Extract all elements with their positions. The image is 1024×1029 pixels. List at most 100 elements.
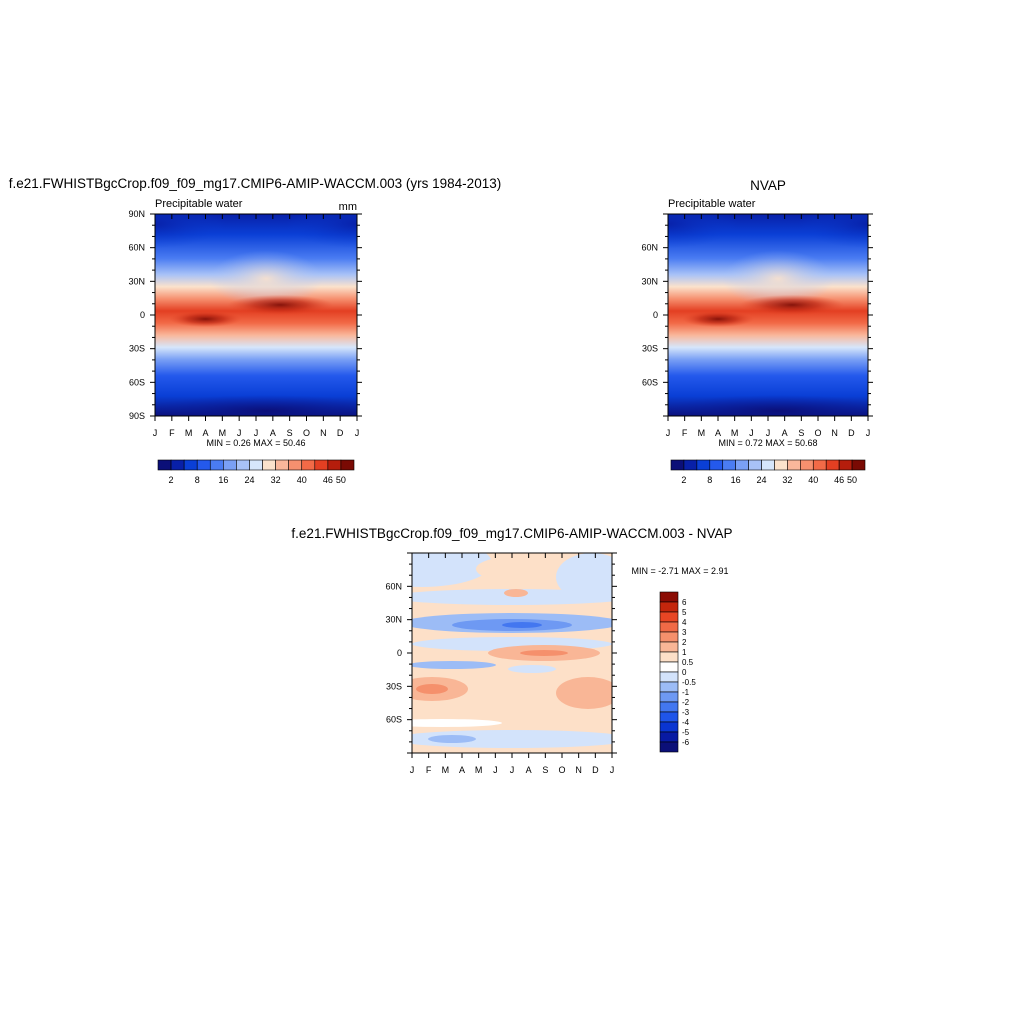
x-tick-label: J <box>410 765 415 775</box>
colorbar-2-swatch <box>761 459 775 471</box>
colorbar-1-swatch <box>236 459 250 471</box>
colorbar-3-swatch <box>659 601 679 613</box>
colorbar-2-label: 40 <box>808 475 818 485</box>
colorbar-1-label: 8 <box>195 475 200 485</box>
y-tick-label: 30S <box>129 344 145 354</box>
colorbar-3-label: 5 <box>682 608 687 617</box>
colorbar-1-label: 40 <box>297 475 307 485</box>
x-tick-label: M <box>475 765 483 775</box>
colorbar-3-label: -4 <box>682 718 690 727</box>
diff-contour-region-2 <box>556 553 612 601</box>
colorbar-3-label: -2 <box>682 698 690 707</box>
colorbar-2-label: 2 <box>681 475 686 485</box>
x-tick-label: F <box>426 765 432 775</box>
x-tick-label: D <box>848 428 855 438</box>
colorbar-2-swatch <box>735 459 749 471</box>
x-tick-label: M <box>698 428 706 438</box>
pw-field-2 <box>668 214 868 416</box>
diff-contour-region-8 <box>502 622 542 628</box>
x-tick-label: A <box>270 428 276 438</box>
x-tick-label: D <box>337 428 344 438</box>
x-tick-label: J <box>237 428 242 438</box>
pw-south-polar-cap <box>155 394 357 416</box>
x-tick-label: J <box>355 428 360 438</box>
colorbar-2-label: 50 <box>847 475 857 485</box>
panel-2-title: NVAP <box>750 178 786 193</box>
colorbar-3-swatch <box>659 591 679 603</box>
diff-contour-region-14 <box>416 684 448 694</box>
y-tick-label: 30S <box>642 344 658 354</box>
panel-1-title: f.e21.FWHISTBgcCrop.f09_f09_mg17.CMIP6-A… <box>9 176 501 191</box>
colorbar-3-swatch <box>659 701 679 713</box>
colorbar-1-swatch <box>288 459 303 471</box>
colorbar-3-label: -5 <box>682 728 690 737</box>
colorbar-1-swatch <box>170 459 185 471</box>
y-tick-label: 30N <box>385 615 402 625</box>
colorbar-2-swatch <box>800 459 814 471</box>
pw-south-polar-cap <box>668 394 868 416</box>
pw-field-1 <box>155 214 357 416</box>
pw-north-cap-right <box>798 214 868 249</box>
x-tick-label: N <box>831 428 838 438</box>
x-tick-label: S <box>287 428 293 438</box>
colorbar-2-swatch <box>787 459 801 471</box>
colorbar-3-swatch <box>659 681 679 693</box>
x-tick-label: F <box>682 428 688 438</box>
diff-contour-region-17 <box>412 719 502 727</box>
pw-north-cap-left <box>668 214 738 249</box>
y-tick-label: 60S <box>642 377 658 387</box>
pw-north-cap-left <box>155 214 226 249</box>
colorbar-1-swatch <box>301 459 316 471</box>
y-tick-label: 30N <box>641 276 658 286</box>
colorbar-1-swatch <box>275 459 289 471</box>
diff-contour-region-4 <box>476 557 548 581</box>
colorbar-3-swatch <box>659 711 679 723</box>
x-tick-label: S <box>542 765 548 775</box>
colorbar-3-swatch <box>659 641 679 653</box>
x-tick-label: O <box>814 428 821 438</box>
colorbar-3-label: 6 <box>682 598 687 607</box>
colorbar-2-label: 32 <box>782 475 792 485</box>
colorbar-1-label: 24 <box>244 475 254 485</box>
colorbar-3-swatch <box>659 691 679 703</box>
x-tick-label: N <box>575 765 582 775</box>
diff-contour-region-5 <box>504 589 528 597</box>
diff-contour-region-1 <box>412 553 492 587</box>
x-tick-label: M <box>442 765 450 775</box>
panel-1-minmax: MIN = 0.26 MAX = 50.46 <box>206 438 305 448</box>
colorbar-1-swatch <box>223 459 237 471</box>
diff-contour-region-16 <box>508 665 556 673</box>
y-tick-label: 60N <box>385 581 402 591</box>
x-tick-label: J <box>493 765 498 775</box>
x-tick-label: D <box>592 765 599 775</box>
x-tick-label: M <box>219 428 227 438</box>
diff-contour-region-3 <box>412 589 612 605</box>
colorbar-2-swatch <box>838 459 853 471</box>
x-tick-label: A <box>715 428 721 438</box>
diff-contour-region-18 <box>412 730 612 748</box>
x-tick-label: M <box>731 428 739 438</box>
colorbar-3-swatch <box>659 671 679 683</box>
x-tick-label: J <box>254 428 259 438</box>
colorbar-1-swatch <box>340 459 355 471</box>
x-tick-label: J <box>666 428 671 438</box>
x-tick-label: A <box>202 428 208 438</box>
x-tick-label: A <box>782 428 788 438</box>
colorbar-3-swatch <box>659 741 679 753</box>
colorbar-3-label: -0.5 <box>682 678 696 687</box>
colorbar-3-label: -3 <box>682 708 690 717</box>
colorbar-1-swatch <box>183 459 198 471</box>
pw-equatorial-core-2 <box>169 310 242 328</box>
x-tick-label: J <box>153 428 158 438</box>
x-tick-label: A <box>526 765 532 775</box>
y-tick-label: 30N <box>128 276 145 286</box>
colorbar-2-label: 46 <box>834 475 844 485</box>
colorbar-2-label: 16 <box>731 475 741 485</box>
pw-northern-summer-bulge <box>209 250 323 307</box>
y-tick-label: 60S <box>386 715 402 725</box>
x-tick-label: J <box>766 428 771 438</box>
y-tick-label: 0 <box>140 310 145 320</box>
colorbar-3-swatch <box>659 611 679 623</box>
pw-equatorial-core-2 <box>682 310 754 328</box>
colorbar-1-swatch <box>196 459 211 471</box>
